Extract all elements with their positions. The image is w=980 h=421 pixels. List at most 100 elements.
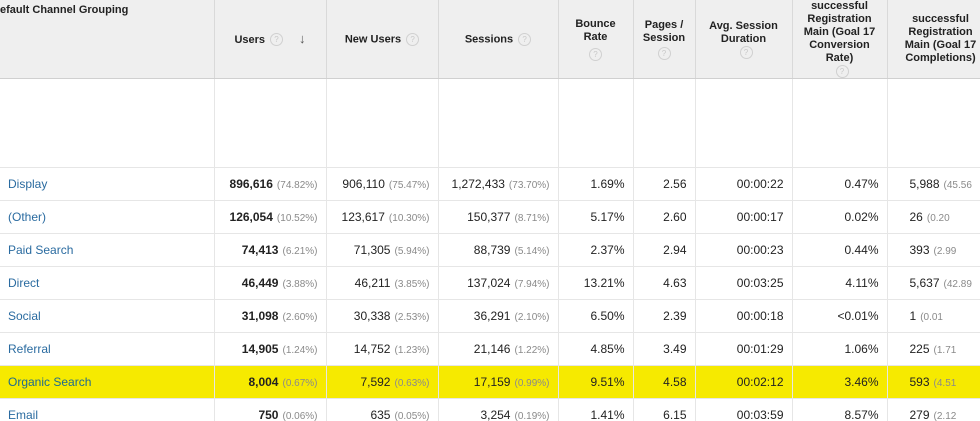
channel-link[interactable]: Direct <box>0 266 215 301</box>
header-conversion-rate-label: successful Registration Main (Goal 17 Co… <box>803 0 876 64</box>
channel-link[interactable]: Email <box>0 398 215 421</box>
conversion-rate-value: 8.57% <box>844 408 879 421</box>
channel-name[interactable]: Paid Search <box>8 243 74 258</box>
help-icon[interactable]: ? <box>589 47 602 61</box>
completions-value: 279 <box>909 408 930 421</box>
channel-name[interactable]: Social <box>8 309 41 324</box>
users-value: 46,449 <box>241 276 279 291</box>
conversion-rate-cell: 0.44% <box>792 233 888 268</box>
new-users-percent: (0.05%) <box>394 411 430 421</box>
users-percent: (0.06%) <box>282 411 318 421</box>
pages-session-value: 6.15 <box>663 408 687 421</box>
sort-arrow-down-icon[interactable]: ↓ <box>299 30 306 46</box>
header-pages-session[interactable]: Pages / Session? <box>633 0 696 80</box>
header-new-users[interactable]: New Users? <box>326 0 439 80</box>
completions-percent: (1.71 <box>933 345 957 357</box>
completions-cell: 26 (0.20 <box>887 200 980 235</box>
header-sessions[interactable]: Sessions? <box>438 0 559 80</box>
table-row: Direct 46,449 (3.88%) 46,211 (3.85%) 137,024(… <box>0 266 980 301</box>
new-users-value: 123,617 <box>341 210 385 225</box>
new-users-value: 46,211 <box>354 276 391 291</box>
avg-duration-value: 00:00:23 <box>736 243 784 258</box>
bounce-rate-cell: 4.85% <box>558 332 634 367</box>
help-icon[interactable]: ? <box>270 33 284 47</box>
channel-name[interactable]: Direct <box>8 276 40 291</box>
table-row: Paid Search 74,413 (6.21%) 71,305 (5.94%) 88,… <box>0 233 980 268</box>
table-row: Referral 14,905 (1.24%) 14,752 (1.23%) 21,146… <box>0 332 980 367</box>
avg-duration-cell: 00:01:29 <box>695 332 793 367</box>
new-users-cell: 906,110 (75.47%) <box>326 167 439 202</box>
channel-link[interactable]: Social <box>0 299 215 334</box>
users-percent: (74.82%) <box>276 180 318 192</box>
sessions-value: 17,159 <box>473 375 511 390</box>
spacer-cell <box>214 78 327 169</box>
header-completions-label: successful Registration Main (Goal 17 Co… <box>904 13 977 65</box>
bounce-rate-value: 4.85% <box>590 342 625 357</box>
table-row: Display 896,616 (74.82%) 906,110 (75.47%) 1,2… <box>0 167 980 202</box>
pages-session-value: 3.49 <box>663 342 687 357</box>
pages-session-cell: 4.63 <box>633 266 696 301</box>
spacer-cell <box>558 78 634 169</box>
completions-percent: (0.01 <box>920 312 943 324</box>
users-value: 31,098 <box>241 309 279 324</box>
pages-session-value: 2.56 <box>663 177 687 192</box>
table-spacer-row <box>0 78 980 169</box>
bounce-rate-value: 1.69% <box>590 177 625 192</box>
avg-duration-value: 00:00:22 <box>736 177 784 192</box>
help-icon[interactable]: ? <box>518 32 532 46</box>
bounce-rate-cell: 2.37% <box>558 233 634 268</box>
help-icon[interactable]: ? <box>835 65 849 78</box>
completions-value: 5,988 <box>909 177 940 192</box>
header-dimension-label: efault Channel Grouping <box>0 4 129 16</box>
new-users-cell: 635 (0.05%) <box>326 398 439 421</box>
help-icon[interactable]: ? <box>739 45 753 59</box>
sessions-percent: (73.70%) <box>508 180 550 192</box>
sessions-value: 3,254 <box>480 408 511 421</box>
header-avg-duration[interactable]: Avg. Session Duration? <box>695 0 793 80</box>
sessions-value: 150,377 <box>467 210 511 225</box>
avg-duration-value: 00:00:17 <box>736 210 784 225</box>
header-conversion-rate[interactable]: successful Registration Main (Goal 17 Co… <box>792 0 888 80</box>
channel-name[interactable]: (Other) <box>8 210 47 225</box>
bounce-rate-cell: 5.17% <box>558 200 634 235</box>
header-sessions-label: Sessions <box>464 32 514 45</box>
spacer-cell <box>695 78 793 169</box>
avg-duration-value: 00:01:29 <box>736 342 784 357</box>
sessions-cell: 36,291 (2.10%) <box>438 299 559 334</box>
header-avg-duration-label: Avg. Session Duration <box>709 19 778 45</box>
header-users[interactable]: Users? ↓ <box>214 0 327 80</box>
channel-name[interactable]: Display <box>8 177 48 192</box>
header-new-users-label: New Users <box>344 32 402 45</box>
avg-duration-value: 00:02:12 <box>736 375 784 390</box>
avg-duration-cell: 00:02:12 <box>695 365 793 400</box>
header-dimension[interactable]: efault Channel Grouping <box>0 0 215 80</box>
spacer-cell <box>792 78 888 169</box>
conversion-rate-value: 0.44% <box>844 243 879 258</box>
bounce-rate-value: 5.17% <box>590 210 625 225</box>
header-bounce-rate[interactable]: Bounce Rate? <box>558 0 634 80</box>
channel-link[interactable]: (Other) <box>0 200 215 235</box>
spacer-cell <box>326 78 439 169</box>
header-completions[interactable]: successful Registration Main (Goal 17 Co… <box>887 0 980 80</box>
help-icon[interactable]: ? <box>406 32 420 46</box>
channel-link[interactable]: Display <box>0 167 215 202</box>
header-bounce-rate-label: Bounce Rate <box>575 17 616 43</box>
header-users-label: Users <box>234 33 266 46</box>
bounce-rate-value: 13.21% <box>583 276 625 291</box>
sessions-percent: (8.71%) <box>514 213 550 225</box>
channel-link[interactable]: Organic Search <box>0 365 215 400</box>
new-users-percent: (10.30%) <box>388 213 430 225</box>
help-icon[interactable]: ? <box>657 46 671 60</box>
avg-duration-cell: 00:00:17 <box>695 200 793 235</box>
channel-name[interactable]: Referral <box>8 342 51 357</box>
users-percent: (10.52%) <box>276 213 318 225</box>
completions-percent: (2.99 <box>933 246 957 258</box>
channel-name[interactable]: Email <box>8 408 39 421</box>
channel-link[interactable]: Paid Search <box>0 233 215 268</box>
channel-name[interactable]: Organic Search <box>8 375 92 390</box>
completions-value: 1 <box>909 309 917 324</box>
sessions-percent: (5.14%) <box>514 246 550 258</box>
channel-link[interactable]: Referral <box>0 332 215 367</box>
